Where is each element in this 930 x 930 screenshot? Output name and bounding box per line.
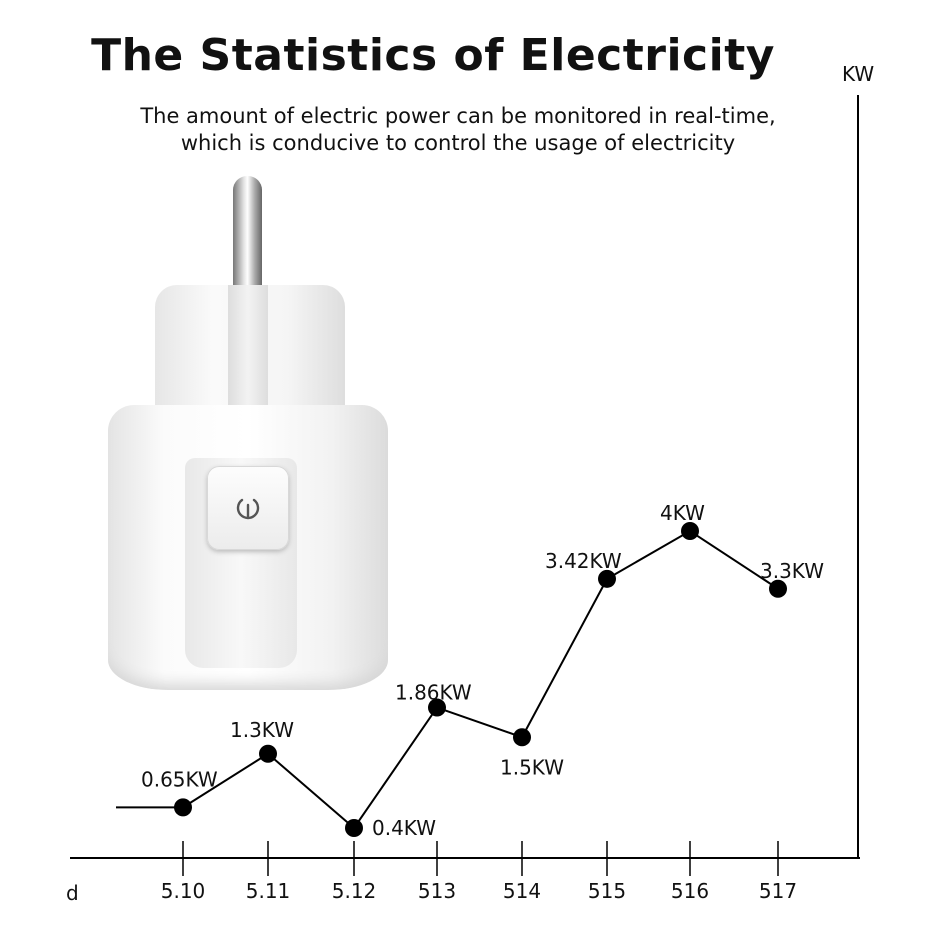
x-axis-label: d (66, 881, 79, 905)
data-point (598, 569, 616, 588)
data-point (345, 819, 363, 837)
x-tick-label: 516 (671, 879, 709, 903)
data-label: 1.5KW (500, 755, 564, 779)
x-tick-label: 517 (759, 879, 797, 903)
page-title: The Statistics of Electricity (91, 30, 775, 81)
x-tick-label: 515 (588, 879, 626, 903)
x-tick-label: 5.12 (332, 879, 377, 903)
data-label: 3.42KW (545, 549, 622, 573)
x-tick-label: 514 (503, 879, 541, 903)
data-point (174, 798, 192, 817)
data-point (769, 579, 787, 598)
data-label: 4KW (660, 501, 705, 525)
plug-power-button (207, 466, 289, 550)
data-label: 0.4KW (372, 816, 436, 840)
data-label: 3.3KW (760, 559, 824, 583)
data-point (681, 522, 699, 540)
data-point (513, 728, 531, 747)
power-button-icon (236, 498, 260, 520)
x-tick-label: 513 (418, 879, 456, 903)
series-line (182, 529, 779, 830)
data-label: 1.86KW (395, 681, 472, 705)
data-point (428, 698, 446, 717)
data-label: 0.65KW (141, 767, 218, 791)
subtitle-line-2: which is conducive to control the usage … (180, 131, 736, 155)
subtitle-line-1: The amount of electric power can be moni… (140, 104, 776, 128)
y-axis-label: KW (842, 62, 874, 86)
plug-pin (233, 176, 262, 296)
plug-groove (228, 285, 268, 410)
x-tick-label: 5.11 (246, 879, 291, 903)
x-tick-label: 5.10 (161, 879, 206, 903)
data-label: 1.3KW (230, 718, 294, 742)
data-point (259, 744, 277, 763)
